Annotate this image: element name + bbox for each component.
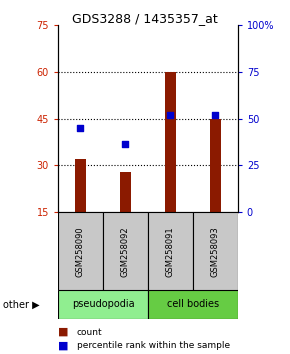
Bar [75,159,86,212]
Bar [165,72,176,212]
Text: GSM258093: GSM258093 [211,226,220,277]
Bar [193,212,238,290]
Text: pseudopodia: pseudopodia [72,299,134,309]
Point [78,125,83,131]
Point [213,113,218,118]
Point [123,141,128,147]
Text: other ▶: other ▶ [3,299,39,309]
Text: ■: ■ [58,340,68,350]
Bar [148,212,193,290]
Text: percentile rank within the sample: percentile rank within the sample [77,341,230,350]
Text: GSM258090: GSM258090 [76,226,85,277]
Text: count: count [77,327,102,337]
Bar [103,212,148,290]
Bar [120,172,131,212]
Text: GSM258092: GSM258092 [121,226,130,277]
Text: ■: ■ [58,327,68,337]
Text: GDS3288 / 1435357_at: GDS3288 / 1435357_at [72,12,218,25]
Bar [148,290,238,319]
Text: cell bodies: cell bodies [167,299,219,309]
Bar [210,119,221,212]
Bar [58,290,148,319]
Text: GSM258091: GSM258091 [166,226,175,277]
Bar [58,212,103,290]
Point [168,113,173,118]
